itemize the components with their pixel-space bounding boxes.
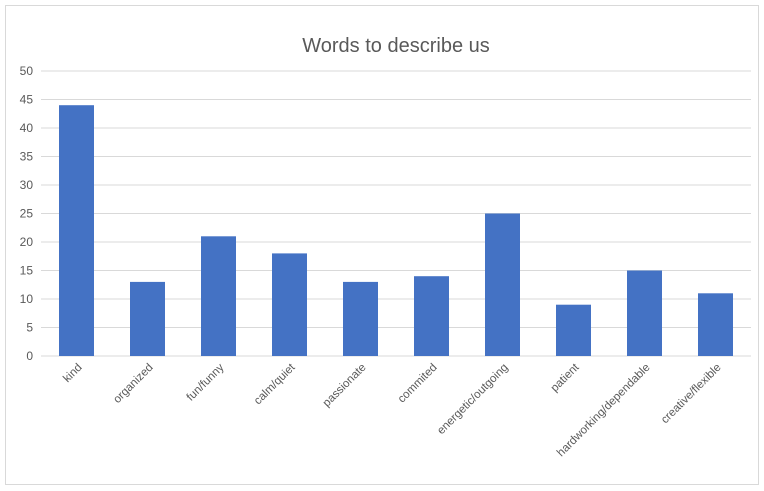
y-tick-label: 50 [20,64,34,78]
x-category-label: fun/funny [185,361,227,403]
y-tick-label: 25 [20,207,34,221]
x-category-label: commited [396,362,440,406]
x-category-label: energetic/outgoing [435,362,510,437]
x-axis-category-labels: kind organized fun/funny calm/quiet passiona… [61,361,723,459]
bar-patient [556,304,591,356]
y-tick-label: 40 [20,121,34,135]
chart-area: Words to describe us 0 5 10 15 20 25 30 35 40 45 5… [5,5,759,485]
y-tick-label: 45 [20,93,34,107]
bar-kind [59,105,94,356]
y-tick-label: 10 [20,292,34,306]
chart-title: Words to describe us [302,35,490,57]
bar-hardworking-dependable [627,270,662,356]
x-category-label: creative/flexible [659,362,724,427]
y-axis-tick-labels: 0 5 10 15 20 25 30 35 40 45 50 [20,64,34,363]
y-tick-label: 30 [20,178,34,192]
y-tick-label: 20 [20,235,34,249]
x-category-label: passionate [321,362,369,410]
bar-creative-flexible [698,293,733,356]
bar-commited [414,276,449,356]
x-category-label: calm/quiet [252,361,298,407]
x-category-label: patient [549,361,582,394]
bar-fun-funny [201,236,236,356]
y-tick-label: 5 [26,321,33,335]
y-tick-label: 35 [20,150,34,164]
chart-svg: Words to describe us 0 5 10 15 20 25 30 35 40 45 5… [20,35,751,459]
bars [59,105,733,356]
bar-calm-quiet [272,253,307,356]
x-category-label: organized [111,362,155,406]
bar-energetic-outgoing [485,213,520,356]
y-tick-label: 15 [20,264,34,278]
y-tick-label: 0 [26,349,33,363]
bar-organized [130,281,165,356]
x-category-label: kind [61,362,84,385]
bar-passionate [343,281,378,356]
